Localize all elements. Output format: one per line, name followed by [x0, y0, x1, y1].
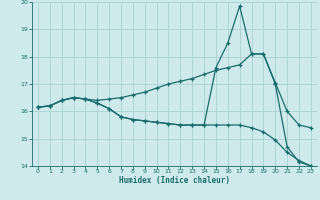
- X-axis label: Humidex (Indice chaleur): Humidex (Indice chaleur): [119, 176, 230, 185]
